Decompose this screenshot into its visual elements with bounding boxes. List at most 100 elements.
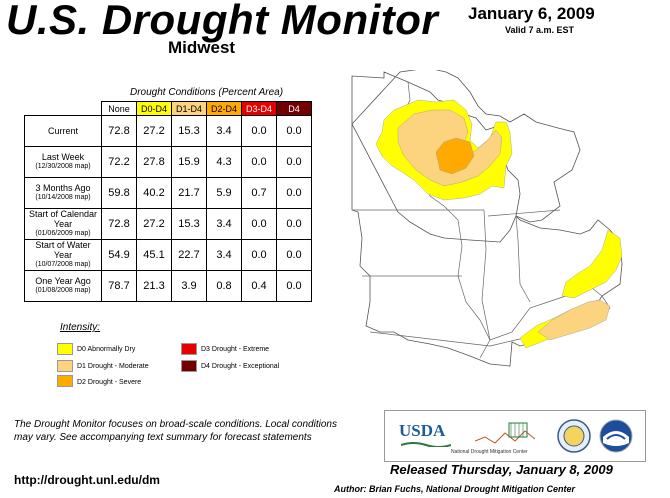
row-label: Start of Calendar Year (01/06/2009 map) <box>24 208 102 240</box>
table-cell: 0.8 <box>206 270 242 302</box>
row-label: 3 Months Ago (10/14/2008 map) <box>24 177 102 209</box>
row-label-sub: (01/08/2008 map) <box>35 287 91 294</box>
table-cell: 15.3 <box>171 208 207 240</box>
row-label-main: Current <box>47 126 78 136</box>
drought-conditions-table: None D0-D4 D1-D4 D2-D4 D3-D4 D4 Current 7… <box>24 101 312 302</box>
table-cell: 21.7 <box>171 177 207 209</box>
table-row: One Year Ago (01/08/2008 map) 78.7 21.3 3.9 0… <box>24 270 312 302</box>
website-link[interactable]: http://drought.unl.edu/dm <box>14 473 160 487</box>
table-cell: 0.0 <box>276 239 312 271</box>
mi-in-oh-boundary <box>487 209 561 217</box>
legend-label-d1: D1 Drought - Moderate <box>77 363 149 370</box>
usda-logo: USDA <box>399 421 446 440</box>
legend-swatch-d4 <box>181 360 197 372</box>
table-cell: 15.9 <box>171 146 207 178</box>
table-cell: 3.4 <box>206 115 242 147</box>
row-label-sub: (10/07/2008 map) <box>35 261 91 268</box>
legend-title: Intensity: <box>60 322 101 333</box>
row-label-main: Last Week <box>41 152 85 162</box>
table-body: Current 72.8 27.2 15.3 3.4 0.0 0.0 Last Week (12… <box>24 115 312 302</box>
table-cell: 0.0 <box>276 270 312 302</box>
table-cell: 15.3 <box>171 115 207 147</box>
table-cell: 0.4 <box>241 270 277 302</box>
table-row: Start of Calendar Year (01/06/2009 map) 72… <box>24 208 312 240</box>
legend-swatch-d3 <box>181 343 197 355</box>
map-date: January 6, 2009 <box>468 4 595 23</box>
row-label-main: 3 Months Ago <box>35 183 91 193</box>
table-cell: 27.2 <box>136 115 172 147</box>
table-cell: 21.3 <box>136 270 172 302</box>
disclaimer-note: The Drought Monitor focuses on broad-sca… <box>14 419 337 443</box>
row-label-main: One Year Ago <box>35 276 91 286</box>
row-label: Start of Water Year (10/07/2008 map) <box>24 239 102 271</box>
col-header: D1-D4 <box>171 101 207 116</box>
table-cell: 54.9 <box>101 239 137 271</box>
legend-label-d2: D2 Drought - Severe <box>77 379 142 386</box>
col-header: None <box>101 101 137 116</box>
table-cell: 59.8 <box>101 177 137 209</box>
row-label-main: Start of Water Year <box>35 240 91 260</box>
legend-swatch-d2 <box>57 375 73 387</box>
row-label-main: Start of Calendar Year <box>28 209 98 229</box>
table-cell: 3.4 <box>206 239 242 271</box>
ndmc-logo-icon <box>475 422 535 444</box>
table-cell: 72.8 <box>101 115 137 147</box>
region-name: Midwest <box>168 38 236 57</box>
table-row: 3 Months Ago (10/14/2008 map) 59.8 40.2 21.7… <box>24 177 312 209</box>
table-cell: 0.0 <box>276 115 312 147</box>
header-blank-cell <box>25 102 102 116</box>
legend-swatch-d1 <box>57 360 73 372</box>
ndmc-logo-text: National Drought Mitigation Center <box>451 449 528 455</box>
table-header-row: None D0-D4 D1-D4 D2-D4 D3-D4 D4 <box>25 101 312 116</box>
col-header: D4 <box>276 101 312 116</box>
table-cell: 0.0 <box>276 146 312 178</box>
il-in-boundary <box>481 209 491 341</box>
col-header: D3-D4 <box>241 101 277 116</box>
table-cell: 45.1 <box>136 239 172 271</box>
row-label-sub: (12/30/2008 map) <box>35 163 91 170</box>
table-cell: 0.7 <box>241 177 277 209</box>
col-header: D2-D4 <box>206 101 242 116</box>
table-row: Start of Water Year (10/07/2008 map) 54.9 4… <box>24 239 312 271</box>
table-cell: 0.0 <box>241 208 277 240</box>
table-caption: Drought Conditions (Percent Area) <box>130 87 284 98</box>
legend-label-d4: D4 Drought - Exceptional <box>201 363 280 370</box>
d2-area <box>435 137 475 175</box>
ia-il-boundary <box>443 205 463 277</box>
partner-logos: USDA National Drought Mitigation Center <box>384 410 646 462</box>
table-cell: 22.7 <box>171 239 207 271</box>
mo-south-boundary <box>369 331 491 347</box>
table-cell: 0.0 <box>241 239 277 271</box>
row-label-sub: (01/06/2009 map) <box>35 230 91 237</box>
legend-label-d0: D0 Abnormally Dry <box>77 346 136 353</box>
release-date: Released Thursday, January 8, 2009 <box>390 462 613 477</box>
table-cell: 0.0 <box>241 115 277 147</box>
valid-time: Valid 7 a.m. EST <box>505 25 575 35</box>
noaa-logo-icon <box>599 419 633 453</box>
legend-label-d3: D3 Drought - Extreme <box>201 346 270 353</box>
legend-swatch-d0 <box>57 343 73 355</box>
doc-seal-icon <box>557 419 591 453</box>
d0-area-east <box>561 229 623 299</box>
row-label: One Year Ago (01/08/2008 map) <box>24 270 102 302</box>
table-cell: 3.9 <box>171 270 207 302</box>
table-row: Current 72.8 27.2 15.3 3.4 0.0 0.0 <box>24 115 312 147</box>
table-cell: 72.2 <box>101 146 137 178</box>
author-credit: Author: Brian Fuchs, National Drought Mi… <box>334 484 575 494</box>
mo-il-river <box>457 275 491 359</box>
table-cell: 3.4 <box>206 208 242 240</box>
table-cell: 0.0 <box>276 208 312 240</box>
table-cell: 27.8 <box>136 146 172 178</box>
table-cell: 27.2 <box>136 208 172 240</box>
midwest-drought-map <box>351 70 623 367</box>
row-label-sub: (10/14/2008 map) <box>35 194 91 201</box>
table-cell: 4.3 <box>206 146 242 178</box>
table-cell: 0.0 <box>241 146 277 178</box>
table-cell: 0.0 <box>276 177 312 209</box>
table-cell: 72.8 <box>101 208 137 240</box>
row-label: Last Week (12/30/2008 map) <box>24 146 102 178</box>
usda-logo-wave-icon <box>401 442 451 447</box>
row-label: Current <box>24 115 102 147</box>
table-row: Last Week (12/30/2008 map) 72.2 27.8 15.9 4.3… <box>24 146 312 178</box>
d1-area-south <box>537 299 611 341</box>
